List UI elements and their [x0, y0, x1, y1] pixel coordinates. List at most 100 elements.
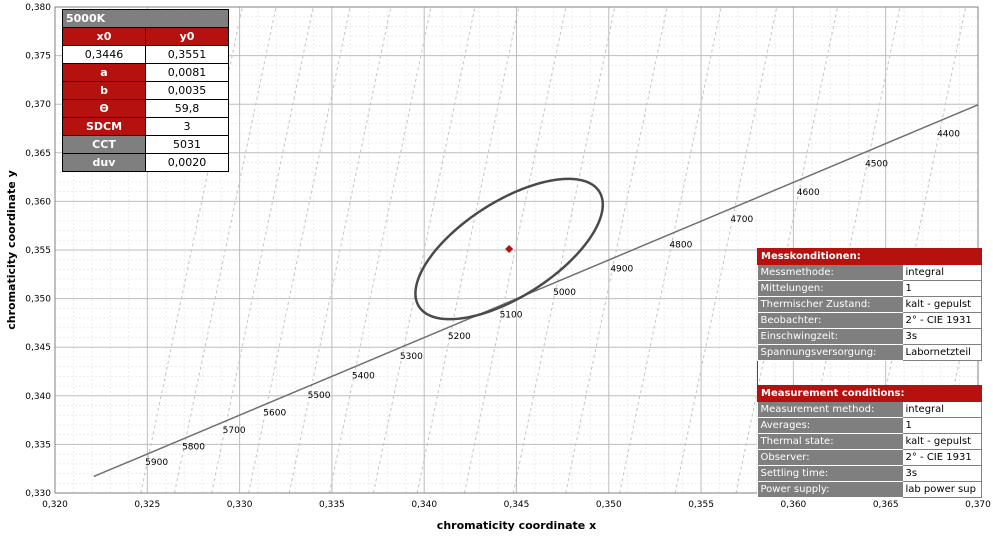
- condition-en-key: Power supply:: [757, 481, 902, 498]
- condition-en-key: Averages:: [757, 417, 902, 434]
- x-tick-label: 0,320: [42, 500, 68, 510]
- condition-de-value: 3s: [901, 328, 982, 345]
- y0-header: y0: [145, 27, 229, 46]
- isotherm-line: [619, 7, 722, 493]
- condition-de-value: Labornetzteil: [901, 344, 982, 361]
- cct-label: 4500: [865, 160, 888, 170]
- condition-en-key: Observer:: [757, 449, 902, 466]
- x-axis-ticks: 0,320 0,325 0,330 0,335 0,340 0,345 0,350 0,355…: [42, 500, 991, 510]
- y-axis-title: chromaticity coordinate y: [5, 170, 18, 329]
- cct-label: 5900: [145, 458, 168, 468]
- cct-label: 5200: [448, 332, 471, 342]
- ellipse-result-table: 5000K x0 y0 0,3446 0,3551 a 0,0081 b 0,0…: [62, 9, 229, 172]
- x0-value: 0,3446: [62, 45, 146, 64]
- condition-de-key: Thermischer Zustand:: [757, 296, 902, 313]
- condition-en-value: 1: [901, 417, 982, 434]
- isotherm-line: [674, 7, 778, 493]
- x-tick-label: 0,335: [319, 500, 345, 510]
- condition-de-value: kalt - gepulst: [901, 296, 982, 313]
- isotherm-line: [416, 7, 520, 493]
- cct-label: 5000: [553, 288, 576, 298]
- isotherm-line: [329, 7, 432, 493]
- sdcm-value: 3: [145, 117, 229, 136]
- condition-de-key: Einschwingzeit:: [757, 328, 902, 345]
- cct-label: 5500: [308, 391, 331, 401]
- x-tick-label: 0,340: [411, 500, 437, 510]
- condition-en-key: Measurement method:: [757, 401, 902, 418]
- cct-label: 5800: [182, 443, 205, 453]
- cct-label: 5300: [400, 352, 423, 362]
- cct-label: 4800: [669, 240, 692, 250]
- cct-label: 5100: [500, 310, 523, 320]
- cct-label: 5400: [352, 372, 375, 382]
- y-tick-label: 0,345: [25, 343, 51, 353]
- isotherm-line: [174, 7, 277, 493]
- planckian-locus-line: [93, 103, 978, 478]
- duv-value: 0,0020: [145, 153, 229, 172]
- cct-label: 5600: [263, 409, 286, 419]
- isotherm-line: [372, 7, 476, 493]
- condition-en-value: integral: [901, 401, 982, 418]
- x-tick-label: 0,345: [504, 500, 530, 510]
- condition-de-key: Beobachter:: [757, 312, 902, 329]
- condition-en-key: Settling time:: [757, 465, 902, 482]
- a-value: 0,0081: [145, 63, 229, 82]
- center-point-marker: [505, 245, 514, 254]
- conditions-de-title: Messkonditionen:: [757, 248, 982, 265]
- x-tick-label: 0,360: [781, 500, 807, 510]
- condition-de-key: Messmethode:: [757, 264, 902, 281]
- x-tick-label: 0,370: [965, 500, 991, 510]
- isotherm-line: [288, 7, 392, 493]
- theta-label: Θ: [62, 99, 146, 118]
- cct-label: 4400: [937, 130, 960, 140]
- measurement-conditions-de: Messkonditionen: Messmethode: integral Mi…: [757, 248, 982, 361]
- condition-de-key: Mittelungen:: [757, 280, 902, 297]
- isotherm-line: [140, 7, 243, 493]
- y-tick-label: 0,370: [25, 100, 51, 110]
- condition-en-key: Thermal state:: [757, 433, 902, 450]
- y-tick-label: 0,355: [25, 246, 51, 256]
- y-tick-label: 0,375: [25, 52, 51, 62]
- condition-en-value: kalt - gepulst: [901, 433, 982, 450]
- x-tick-label: 0,350: [596, 500, 622, 510]
- cct-labels: 5900 5800 5700 5600 5500 5400 5300 5200 5100 5000…: [145, 130, 960, 469]
- theta-value: 59,8: [145, 99, 229, 118]
- macadam-ellipse: [414, 177, 605, 321]
- x-tick-label: 0,365: [873, 500, 899, 510]
- y-tick-label: 0,365: [25, 149, 51, 159]
- cct-label: 4700: [730, 215, 753, 225]
- x0-header: x0: [62, 27, 146, 46]
- b-label: b: [62, 81, 146, 100]
- cct-value: 5031: [145, 135, 229, 154]
- y0-value: 0,3551: [145, 45, 229, 64]
- y-tick-label: 0,330: [25, 489, 51, 499]
- conditions-en-title: Measurement conditions:: [757, 385, 982, 402]
- isotherm-line: [463, 7, 567, 493]
- y-tick-label: 0,360: [25, 197, 51, 207]
- x-tick-label: 0,325: [134, 500, 160, 510]
- y-tick-label: 0,380: [25, 3, 51, 13]
- a-label: a: [62, 63, 146, 82]
- measurement-conditions-en: Measurement conditions: Measurement meth…: [757, 385, 982, 498]
- x-axis-title: chromaticity coordinate x: [437, 519, 596, 532]
- y-tick-label: 0,335: [25, 440, 51, 450]
- isotherm-line: [565, 7, 668, 493]
- cct-label: 5700: [223, 426, 246, 436]
- y-axis-ticks: 0,330 0,335 0,340 0,345 0,350 0,355 0,360 0,365…: [25, 3, 51, 499]
- y-tick-label: 0,350: [25, 295, 51, 305]
- cct-label: 4900: [610, 265, 633, 275]
- sdcm-label: SDCM: [62, 117, 146, 136]
- condition-en-value: 3s: [901, 465, 982, 482]
- isotherm-line: [512, 7, 616, 493]
- condition-de-key: Spannungsversorgung:: [757, 344, 902, 361]
- duv-label: duv: [62, 153, 146, 172]
- cct-label: 4600: [797, 188, 820, 198]
- condition-en-value: lab power sup: [901, 481, 982, 498]
- isotherm-line: [211, 7, 314, 493]
- x-tick-label: 0,330: [227, 500, 253, 510]
- condition-de-value: 2° - CIE 1931: [901, 312, 982, 329]
- cct-label: CCT: [62, 135, 146, 154]
- isotherm-line: [248, 7, 351, 493]
- condition-de-value: 1: [901, 280, 982, 297]
- b-value: 0,0035: [145, 81, 229, 100]
